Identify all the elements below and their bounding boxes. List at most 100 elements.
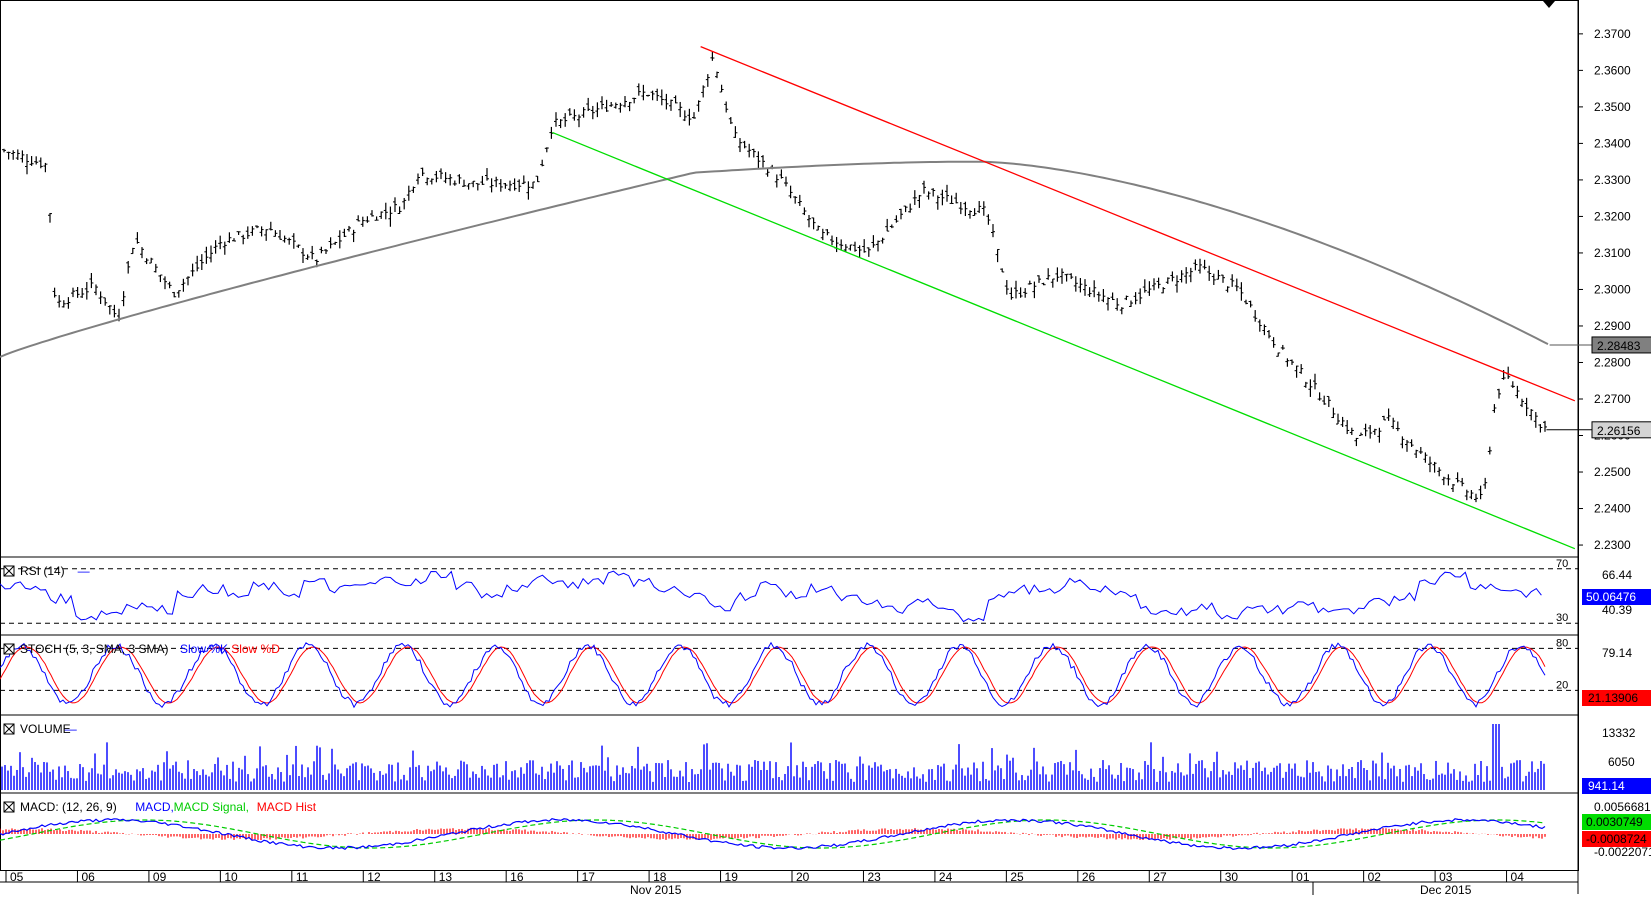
price-tick-label: 2.3600 <box>1594 63 1631 77</box>
price-bar <box>29 156 34 166</box>
price-bar <box>912 190 917 205</box>
price-bar <box>1336 413 1340 425</box>
x-tick-label: 17 <box>582 870 596 884</box>
price-bar <box>1046 268 1051 280</box>
price-bar <box>646 94 650 97</box>
price-tick-label: 2.3500 <box>1594 100 1631 114</box>
price-bar <box>273 230 278 237</box>
price-bar <box>1064 273 1069 282</box>
price-bar <box>1050 278 1055 288</box>
price-bar <box>1280 344 1285 350</box>
panel-title: MACD Signal, <box>174 800 249 814</box>
x-tick-label: 16 <box>510 870 524 884</box>
price-bar <box>733 126 738 138</box>
x-tick-label: 13 <box>439 870 453 884</box>
price-bar <box>347 225 351 232</box>
price-bar <box>443 172 448 184</box>
macd-value-badge <box>1582 814 1651 830</box>
price-bar <box>232 238 236 242</box>
price-bar <box>1446 474 1451 486</box>
price-bar <box>627 101 632 112</box>
price-bar <box>926 191 931 200</box>
price-bar <box>935 195 940 210</box>
rsi-readout: 66.44 <box>1602 568 1632 582</box>
price-bar <box>153 263 158 273</box>
price-bar <box>112 304 117 318</box>
price-bar <box>1409 439 1414 447</box>
price-bar <box>535 175 540 183</box>
price-bar <box>954 192 959 204</box>
price-bar <box>1313 373 1317 390</box>
price-bar <box>705 74 710 87</box>
price-bar <box>356 215 361 222</box>
price-tick-label: 2.2400 <box>1594 502 1631 516</box>
price-bar <box>678 101 683 118</box>
price-tick-label: 2.2300 <box>1594 538 1631 552</box>
price-bar <box>71 287 75 298</box>
panel-title: Slow %D <box>231 642 280 656</box>
price-bar <box>15 149 20 160</box>
price-bar <box>126 260 131 274</box>
x-tick-label: 25 <box>1010 870 1024 884</box>
price-bar <box>374 216 379 221</box>
price-bar <box>144 258 149 265</box>
price-bar <box>544 147 549 153</box>
price-bar <box>820 228 825 241</box>
stoch-k-line <box>0 641 1546 709</box>
price-bar <box>972 208 977 216</box>
price-bar <box>245 226 250 239</box>
price-bar <box>572 109 577 121</box>
price-bar <box>1202 259 1207 270</box>
price-bar <box>43 162 48 173</box>
price-bar <box>1239 282 1244 301</box>
price-bar <box>1188 267 1193 283</box>
price-bar <box>558 119 563 129</box>
price-bar <box>1469 490 1474 500</box>
macd-readout: -0.0022071 <box>1594 845 1651 859</box>
price-bar <box>1207 265 1212 281</box>
price-bar <box>20 150 25 163</box>
price-bar <box>728 117 733 125</box>
price-bar <box>255 225 259 229</box>
price-bar <box>1400 436 1405 449</box>
price-bar <box>103 297 108 306</box>
price-bar <box>480 175 485 185</box>
price-bar <box>250 226 255 236</box>
price-bar <box>411 186 416 193</box>
price-bar <box>218 235 223 250</box>
price-bar <box>498 179 503 192</box>
price-bar <box>388 206 393 227</box>
price-bar <box>1363 423 1368 437</box>
price-bar <box>1152 278 1156 291</box>
price-bar <box>1027 280 1032 285</box>
price-bar <box>761 155 765 168</box>
price-bar <box>140 247 144 259</box>
stoch-readout: 79.14 <box>1602 646 1632 660</box>
price-bar <box>1464 489 1469 501</box>
price-bar <box>692 112 696 119</box>
price-bar <box>1372 428 1377 435</box>
plot-frame <box>0 0 1579 871</box>
volume-value-badge <box>1582 778 1651 794</box>
price-bar <box>406 185 411 201</box>
price-bar <box>811 217 816 230</box>
price-bar <box>494 176 499 188</box>
price-bar <box>1391 417 1396 430</box>
price-bar <box>1510 381 1515 388</box>
resistance-trendline <box>700 46 1576 402</box>
price-bar <box>655 88 660 101</box>
panel-title: RSI (14) <box>20 564 65 578</box>
price-bar <box>521 175 526 185</box>
price-bar <box>531 181 535 189</box>
price-bar <box>1073 276 1078 292</box>
price-bar <box>701 85 706 98</box>
price-bar <box>291 233 296 249</box>
price-bar <box>1262 324 1267 336</box>
price-bar <box>779 169 784 179</box>
ma-level-label: 2.28483 <box>1597 339 1641 353</box>
price-bar <box>834 236 839 253</box>
price-bar <box>825 229 830 236</box>
price-bar <box>1055 267 1060 282</box>
price-bar <box>452 180 457 186</box>
